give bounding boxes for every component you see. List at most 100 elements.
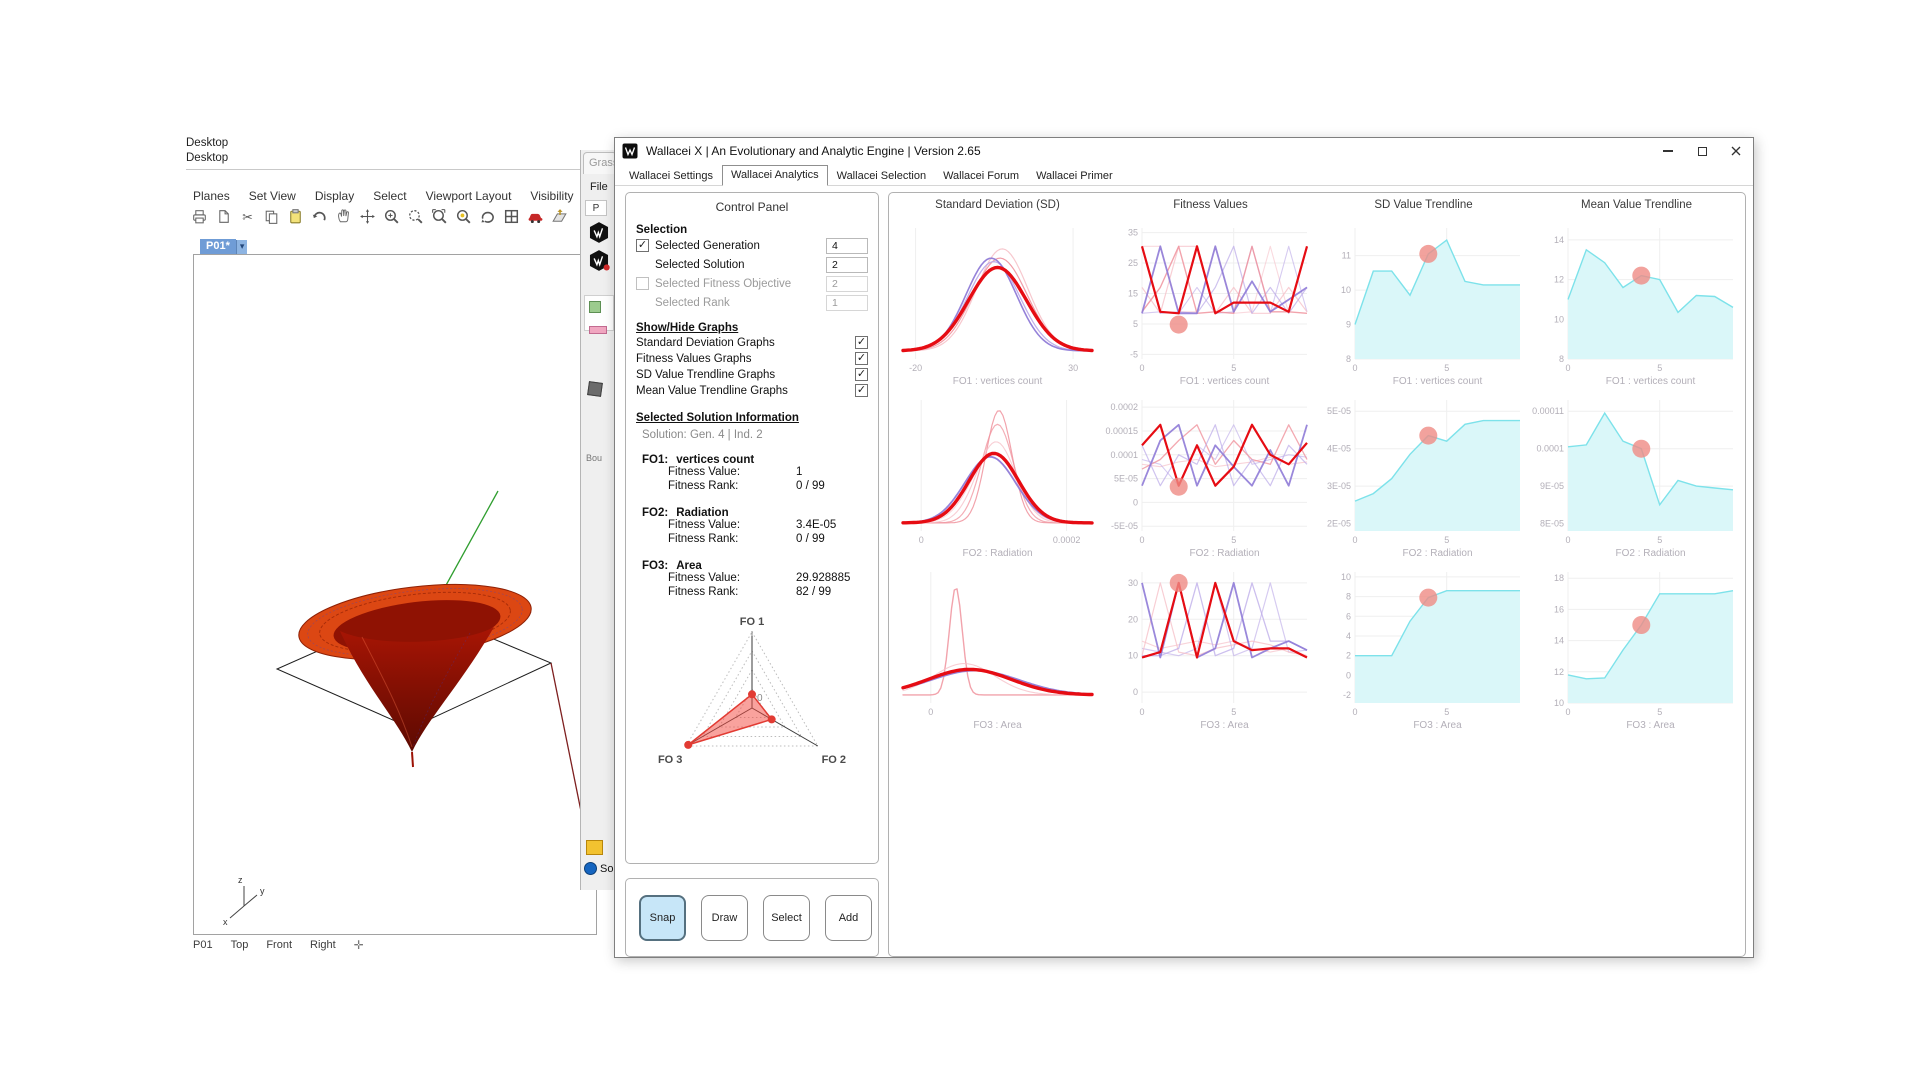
checkbox-sd-value-trendline-graphs[interactable]: ✓ bbox=[855, 368, 868, 381]
fitness-value: 3.4E-05 bbox=[796, 519, 837, 531]
viewport-status-tab-top[interactable]: Top bbox=[230, 939, 249, 951]
copy-icon[interactable] bbox=[262, 207, 281, 226]
chevron-down-icon[interactable]: ▾ bbox=[235, 239, 248, 254]
wallacei-component-icon-2[interactable] bbox=[586, 248, 612, 273]
minimize-button[interactable] bbox=[1651, 138, 1685, 164]
chart-sd-row2: 0 0.0002 FO2 : Radiation bbox=[891, 391, 1104, 563]
rhino-viewport[interactable]: z y x bbox=[193, 254, 597, 935]
cplane-icon[interactable] bbox=[550, 207, 569, 226]
svg-text:15: 15 bbox=[1128, 289, 1138, 299]
zoom-extents-icon[interactable] bbox=[406, 207, 425, 226]
cube-icon[interactable] bbox=[587, 381, 603, 397]
printer-icon[interactable] bbox=[190, 207, 209, 226]
svg-text:-2: -2 bbox=[1343, 690, 1351, 700]
tab-wallacei-primer[interactable]: Wallacei Primer bbox=[1036, 170, 1113, 182]
viewport-status-tab-right[interactable]: Right bbox=[310, 939, 336, 951]
svg-text:30: 30 bbox=[1128, 578, 1138, 588]
viewport-status-tab-front[interactable]: Front bbox=[266, 939, 293, 951]
checkbox-selected-generation[interactable]: ✓ bbox=[636, 239, 649, 252]
svg-text:0: 0 bbox=[1139, 535, 1144, 545]
funnel-surface bbox=[298, 583, 532, 768]
cross-icon[interactable]: ✛ bbox=[353, 938, 364, 952]
tab-wallacei-selection[interactable]: Wallacei Selection bbox=[836, 170, 927, 182]
zoom-plus-icon[interactable] bbox=[382, 207, 401, 226]
checkbox-selected-fitness-objective[interactable] bbox=[636, 277, 649, 290]
svg-text:8: 8 bbox=[1559, 354, 1564, 364]
fitness-rank-label: Fitness Rank: bbox=[668, 533, 739, 545]
chart-column-header: Mean Value Trendline bbox=[1580, 199, 1693, 211]
svg-text:FO3 : Area: FO3 : Area bbox=[1413, 720, 1462, 731]
objective-heading: FO2: Radiation bbox=[642, 507, 868, 519]
svg-text:2E-05: 2E-05 bbox=[1327, 519, 1351, 529]
grasshopper-panel-tab[interactable]: P bbox=[585, 200, 607, 216]
viewport-status-tab-p01[interactable]: P01 bbox=[193, 939, 213, 951]
draw-button[interactable]: Draw bbox=[701, 894, 748, 941]
checkbox-spacer bbox=[636, 296, 649, 309]
chart-sd-trend-row2: 0 5 5E-05 4E-05 3E-05 2E-05 FO2 : Radiation bbox=[1317, 391, 1530, 563]
close-button[interactable] bbox=[1719, 138, 1753, 164]
grasshopper-tab[interactable]: Grass bbox=[583, 152, 617, 174]
input-selected-fitness-objective[interactable]: 2 bbox=[826, 275, 868, 292]
svg-text:0: 0 bbox=[1565, 363, 1570, 373]
input-selected-solution[interactable]: 2 bbox=[826, 256, 868, 273]
menu-item-visibility[interactable]: Visibility bbox=[530, 189, 574, 203]
tab-wallacei-forum[interactable]: Wallacei Forum bbox=[943, 170, 1020, 182]
grasshopper-window-sliver: Grass File P Bou So bbox=[580, 150, 617, 890]
viewport-layout-icon[interactable] bbox=[502, 207, 521, 226]
fitness-rank: 0 / 99 bbox=[796, 480, 825, 492]
action-buttons-groupbox: Snap Draw Select Add bbox=[625, 878, 879, 957]
grasshopper-so-item[interactable]: So bbox=[584, 862, 613, 875]
wallacei-titlebar[interactable]: Wallacei X | An Evolutionary and Analyti… bbox=[615, 138, 1753, 164]
input-selected-generation[interactable]: 4 bbox=[826, 237, 868, 254]
axis-label-y: y bbox=[260, 886, 265, 896]
viewport-tab[interactable]: P01* ▾ bbox=[200, 238, 248, 255]
checkbox-standard-deviation-graphs[interactable]: ✓ bbox=[855, 336, 868, 349]
chart-sd-trend-row1: 0 5 11 10 9 8 FO1 : vertices count bbox=[1317, 219, 1530, 391]
menu-item-select[interactable]: Select bbox=[373, 189, 407, 203]
snap-button[interactable]: Snap bbox=[639, 894, 686, 941]
checkbox-fitness-values-graphs[interactable]: ✓ bbox=[855, 352, 868, 365]
svg-text:5: 5 bbox=[1657, 363, 1662, 373]
svg-text:-5E-05: -5E-05 bbox=[1111, 521, 1138, 531]
show-hide-label: Standard Deviation Graphs bbox=[636, 336, 775, 349]
tab-wallacei-analytics[interactable]: Wallacei Analytics bbox=[721, 165, 828, 186]
svg-text:0: 0 bbox=[1133, 497, 1138, 507]
svg-text:FO3 : Area: FO3 : Area bbox=[973, 720, 1022, 731]
selection-label: Selected Generation bbox=[655, 239, 760, 252]
svg-text:12: 12 bbox=[1554, 667, 1564, 677]
zoom-window-icon[interactable] bbox=[430, 207, 449, 226]
zoom-selected-icon[interactable] bbox=[454, 207, 473, 226]
menu-item-display[interactable]: Display bbox=[314, 189, 355, 203]
input-selected-rank[interactable]: 1 bbox=[826, 294, 868, 311]
chart-sd-row3: 0 FO3 : Area bbox=[891, 563, 1104, 735]
undo-icon[interactable] bbox=[310, 207, 329, 226]
component-chip bbox=[589, 301, 601, 313]
charts-groupbox: Standard Deviation (SD) Fitness Values SD … bbox=[888, 192, 1746, 957]
cut-icon[interactable]: ✂ bbox=[238, 207, 257, 226]
rotate-view-icon[interactable] bbox=[478, 207, 497, 226]
grasshopper-file-menu[interactable]: File bbox=[590, 181, 608, 193]
tab-wallacei-settings[interactable]: Wallacei Settings bbox=[629, 170, 713, 182]
move-icon[interactable] bbox=[358, 207, 377, 226]
select-button[interactable]: Select bbox=[763, 894, 810, 941]
objective-name: Area bbox=[676, 560, 702, 572]
menu-item-set-view[interactable]: Set View bbox=[248, 189, 296, 203]
new-page-icon[interactable] bbox=[214, 207, 233, 226]
svg-text:8: 8 bbox=[1346, 592, 1351, 602]
paste-icon[interactable] bbox=[286, 207, 305, 226]
menu-item-viewport-layout[interactable]: Viewport Layout bbox=[425, 189, 512, 203]
wallacei-component-icon[interactable] bbox=[586, 220, 612, 245]
svg-text:10: 10 bbox=[1341, 572, 1351, 582]
fitness-rank-label: Fitness Rank: bbox=[668, 586, 739, 598]
car-icon[interactable] bbox=[526, 207, 545, 226]
svg-text:0: 0 bbox=[928, 707, 933, 717]
svg-text:0: 0 bbox=[757, 693, 763, 704]
folder-icon[interactable] bbox=[586, 840, 603, 855]
chart-mean-trend-row3: 0 5 18 16 14 12 10 FO3 : Area bbox=[1530, 563, 1743, 735]
axis-label-z: z bbox=[238, 875, 243, 885]
checkbox-mean-value-trendline-graphs[interactable]: ✓ bbox=[855, 384, 868, 397]
add-button[interactable]: Add bbox=[825, 894, 872, 941]
menu-item-planes[interactable]: Planes bbox=[193, 189, 230, 203]
pan-icon[interactable] bbox=[334, 207, 353, 226]
maximize-button[interactable] bbox=[1685, 138, 1719, 164]
